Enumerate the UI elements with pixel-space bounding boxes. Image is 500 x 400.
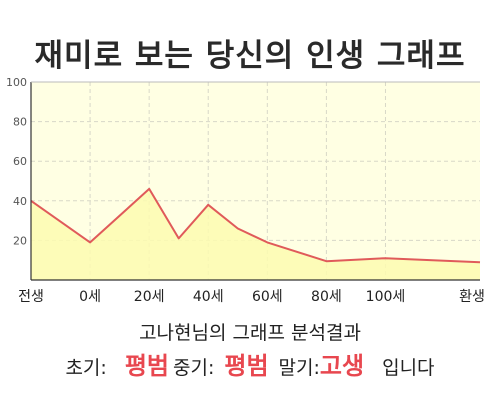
x-tick-label: 20세 [134,289,165,305]
analysis-summary: 고나현님의 그래프 분석결과 [139,322,361,344]
x-tick-label: 80세 [311,289,342,305]
late-value: 고생 [319,352,365,380]
x-tick-label: 60세 [252,289,283,305]
series-area [31,188,480,280]
series-line [30,187,481,264]
x-tick-label: 0세 [79,289,101,305]
x-tick-label: 환생 [459,289,485,305]
late-label: 말기: [278,357,320,379]
y-tick-label: 60 [13,155,27,168]
x-tick-label: 40세 [193,289,224,305]
verdict-line: 초기: 평범 중기: 평범 말기:고생 입니다 [0,346,500,381]
x-tick-label: 100세 [366,289,406,305]
chart-title: 재미로 보는 당신의 인생 그래프 [34,38,466,74]
middle-value: 평범 [224,352,269,380]
middle-label: 중기: [173,357,215,379]
y-tick-label: 20 [13,234,27,247]
y-tick-label: 40 [13,195,27,208]
y-tick-label: 80 [13,116,27,129]
early-label: 초기: [65,357,107,379]
early-value: 평범 [124,352,169,380]
y-tick-label: 100 [6,76,27,89]
verdict-suffix: 입니다 [382,357,435,379]
x-tick-label: 전생 [18,289,44,305]
